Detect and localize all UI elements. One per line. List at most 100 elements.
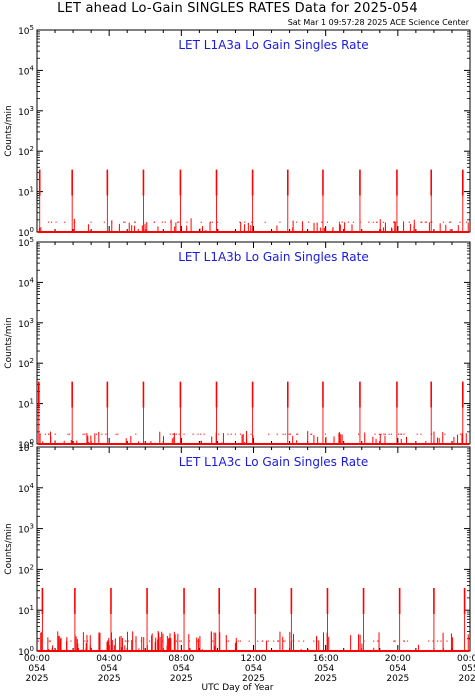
noise-point [279,221,281,223]
noise-point [199,640,201,642]
noise-point [176,221,179,223]
noise-point [321,221,323,223]
noise-point [211,221,213,223]
noise-point [40,640,42,642]
y-tick-label: 103 [18,523,34,536]
noise-point [450,221,452,223]
y-tick-label: 102 [18,145,34,158]
y-tick-label: 101 [18,604,34,617]
y-tick-label: 105 [18,441,34,454]
noise-point [244,221,246,223]
panel-title: LET L1A3c Lo Gain Singles Rate [179,455,369,469]
noise-point [268,433,270,435]
y-tick-label: 104 [18,64,34,77]
x-tick-label-time: 04:00 [96,654,122,664]
noise-point [390,433,393,435]
x-tick-label-year: 2025 [170,674,193,684]
noise-point [425,221,428,223]
noise-point [90,221,92,223]
noise-point [368,221,370,223]
x-tick-label-time: 00:00 [24,654,50,664]
noise-point [277,640,279,642]
noise-point [403,640,406,642]
noise-point [382,221,385,223]
noise-point [84,433,86,435]
noise-point [84,640,86,642]
noise-point [296,221,298,223]
noise-point [117,433,119,435]
noise-point [448,221,451,223]
y-tick-label: 105 [18,24,34,37]
noise-point [276,433,278,435]
noise-point [373,640,375,642]
noise-point [313,640,315,642]
noise-point [284,640,286,642]
noise-point [393,640,395,642]
noise-point [440,640,442,642]
noise-point [178,433,180,435]
y-tick-label: 100 [18,226,34,239]
noise-point [140,640,142,642]
y-axis-label: Counts/min [4,317,14,368]
noise-point [316,640,318,642]
noise-point [282,640,285,642]
noise-point [50,221,53,223]
noise-point [421,221,423,223]
noise-point [257,640,259,642]
noise-point [284,433,286,435]
noise-point [68,433,71,435]
noise-point [393,221,395,223]
x-tick-label-day: 054 [101,664,118,674]
noise-point [196,640,198,642]
noise-point [48,433,50,435]
y-tick-label: 103 [18,105,34,118]
noise-point [183,433,185,435]
timestamp: Sat Mar 1 09:57:28 2025 ACE Science Cent… [287,18,469,27]
noise-point [277,640,279,642]
noise-point [297,433,299,435]
x-tick-label-year: 2025 [386,674,409,684]
y-tick-label: 100 [18,645,34,658]
noise-point [178,221,180,223]
noise-point [135,640,137,642]
noise-point [296,433,298,435]
noise-point [352,221,355,223]
y-tick-label: 102 [18,563,34,576]
noise-point [96,433,98,435]
panel-title: LET L1A3a Lo Gain Singles Rate [178,38,368,52]
noise-point [272,640,275,642]
noise-point [240,433,242,435]
x-tick-label-day: 054 [317,664,334,674]
noise-point [192,433,194,435]
noise-point [230,433,232,435]
noise-point [237,640,239,642]
noise-point [416,433,418,435]
noise-point [383,433,385,435]
noise-point [374,433,376,435]
noise-point [103,221,105,223]
x-tick-label-day: 054 [389,664,406,674]
noise-point [127,640,129,642]
noise-point [428,640,430,642]
noise-point [384,433,386,435]
noise-point [436,640,439,642]
noise-point [250,433,252,435]
noise-point [124,640,126,642]
noise-point [44,433,47,435]
noise-point [86,640,89,642]
y-axis-label: Counts/min [4,523,14,574]
noise-point [288,433,290,435]
noise-point [289,433,292,435]
noise-point [408,221,410,223]
y-tick-label: 105 [18,236,34,249]
noise-point [39,433,41,435]
noise-point [148,640,151,642]
x-tick-label-time: 20:00 [385,654,411,664]
x-tick-label-day: 055 [461,664,475,674]
noise-point [326,221,329,223]
x-tick-label-day: 054 [245,664,262,674]
noise-point [175,433,177,435]
noise-point [209,221,211,223]
noise-point [378,433,381,435]
x-tick-label-year: 2025 [26,674,49,684]
